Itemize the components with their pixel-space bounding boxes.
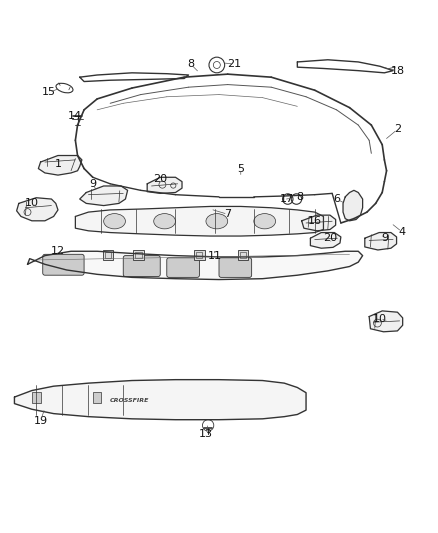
Polygon shape bbox=[28, 251, 363, 279]
FancyBboxPatch shape bbox=[167, 258, 199, 277]
Ellipse shape bbox=[154, 214, 176, 229]
Text: 10: 10 bbox=[373, 314, 387, 324]
Polygon shape bbox=[14, 379, 306, 419]
Text: 16: 16 bbox=[308, 216, 322, 226]
Polygon shape bbox=[311, 232, 341, 248]
Text: 4: 4 bbox=[398, 227, 405, 237]
Bar bbox=[196, 252, 202, 258]
Polygon shape bbox=[343, 190, 363, 221]
Text: 20: 20 bbox=[323, 233, 337, 243]
Text: 6: 6 bbox=[333, 194, 340, 204]
Ellipse shape bbox=[254, 214, 276, 229]
Text: 9: 9 bbox=[89, 179, 96, 189]
Text: 20: 20 bbox=[153, 174, 167, 184]
Polygon shape bbox=[75, 206, 323, 236]
Text: 12: 12 bbox=[51, 246, 65, 256]
Text: 19: 19 bbox=[33, 416, 48, 426]
Text: 2: 2 bbox=[394, 124, 401, 134]
Bar bbox=[238, 249, 248, 260]
Polygon shape bbox=[39, 156, 82, 175]
Polygon shape bbox=[147, 177, 182, 193]
Text: 18: 18 bbox=[390, 66, 405, 76]
Ellipse shape bbox=[104, 214, 125, 229]
Ellipse shape bbox=[206, 214, 228, 229]
Text: 9: 9 bbox=[381, 233, 388, 243]
Bar bbox=[105, 252, 111, 258]
Text: 13: 13 bbox=[199, 429, 213, 439]
Bar bbox=[135, 252, 141, 258]
FancyBboxPatch shape bbox=[123, 256, 160, 277]
Text: 10: 10 bbox=[25, 198, 39, 208]
Bar bbox=[133, 249, 144, 260]
Text: 21: 21 bbox=[227, 59, 241, 69]
Text: 11: 11 bbox=[208, 251, 222, 261]
Text: 7: 7 bbox=[224, 209, 231, 219]
Text: 14: 14 bbox=[68, 111, 82, 122]
Text: 17: 17 bbox=[279, 194, 293, 204]
Text: 8: 8 bbox=[187, 59, 194, 69]
Text: 15: 15 bbox=[42, 87, 56, 98]
Bar bbox=[240, 252, 246, 258]
Polygon shape bbox=[369, 311, 403, 332]
FancyBboxPatch shape bbox=[219, 258, 252, 277]
Polygon shape bbox=[365, 232, 396, 250]
Bar bbox=[194, 249, 205, 260]
Bar bbox=[93, 392, 102, 403]
FancyBboxPatch shape bbox=[43, 254, 84, 275]
Polygon shape bbox=[17, 198, 58, 221]
Bar bbox=[32, 392, 41, 403]
Text: 5: 5 bbox=[237, 164, 244, 174]
Polygon shape bbox=[302, 215, 336, 231]
Text: CROSSFIRE: CROSSFIRE bbox=[110, 398, 149, 402]
Text: 1: 1 bbox=[54, 159, 61, 169]
Bar bbox=[103, 249, 113, 260]
Polygon shape bbox=[80, 186, 127, 206]
Text: 8: 8 bbox=[296, 192, 303, 202]
